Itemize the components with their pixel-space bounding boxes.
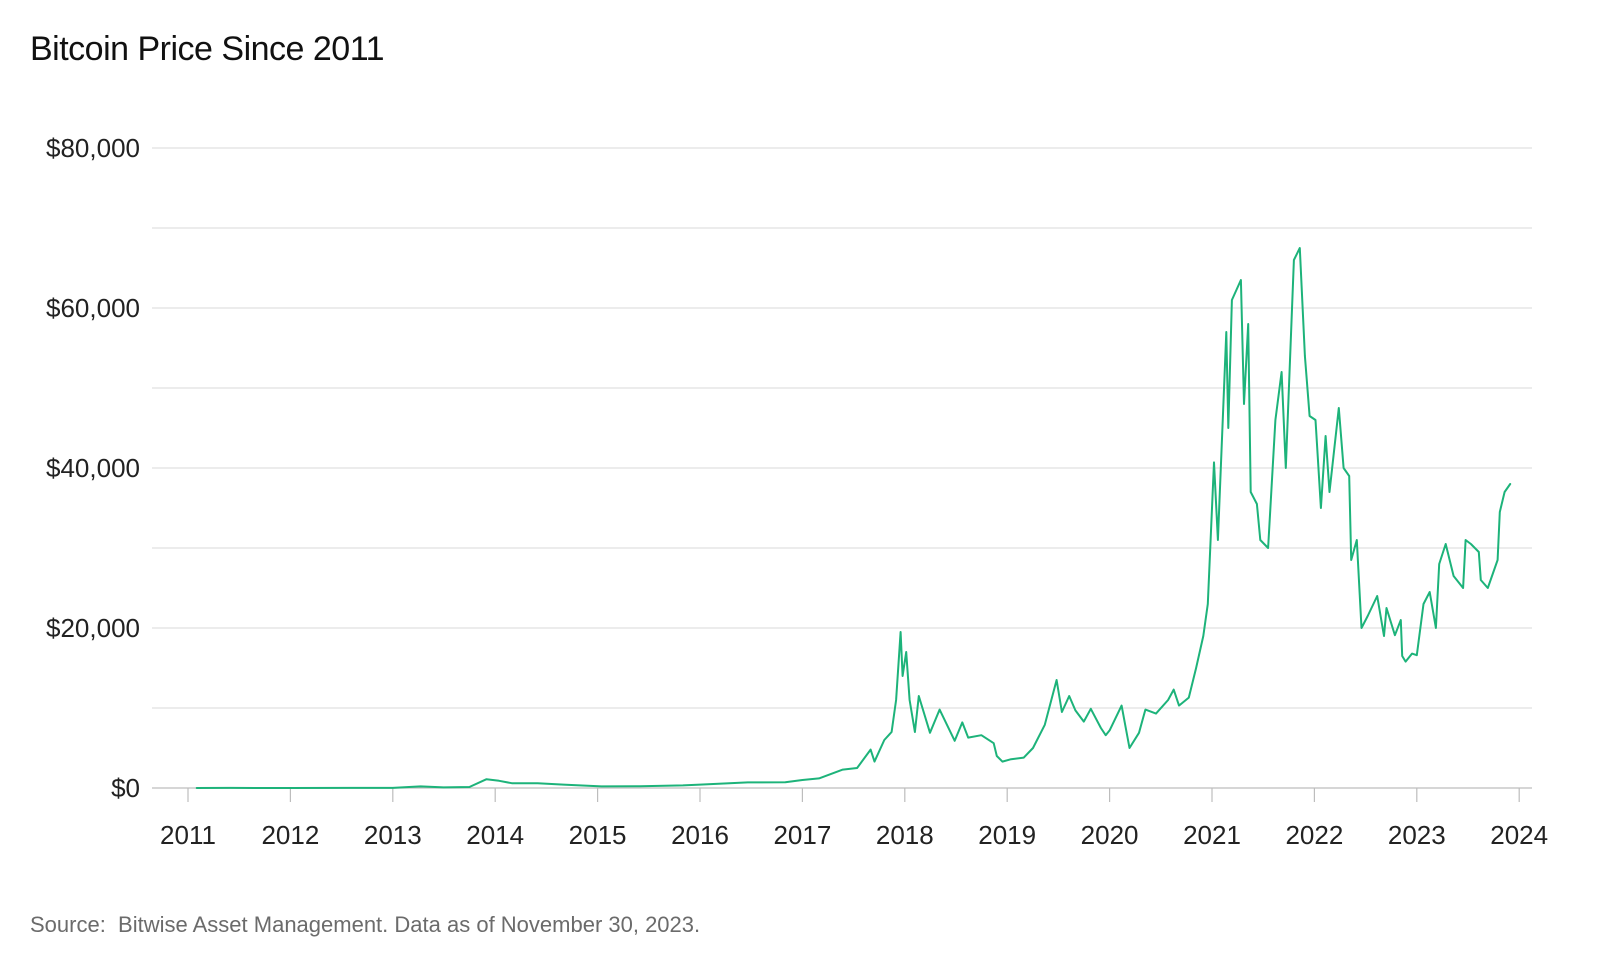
x-tick-label: 2017 <box>773 820 831 850</box>
x-tick-label: 2011 <box>160 820 216 850</box>
chart-title: Bitcoin Price Since 2011 <box>30 30 385 68</box>
y-tick-label: $40,000 <box>46 453 140 483</box>
x-tick-label: 2019 <box>978 820 1036 850</box>
x-tick-label: 2022 <box>1285 820 1343 850</box>
x-tick-label: 2012 <box>261 820 319 850</box>
x-tick-label: 2024 <box>1490 820 1548 850</box>
x-tick-label: 2018 <box>876 820 934 850</box>
y-tick-label: $20,000 <box>46 613 140 643</box>
x-tick-label: 2020 <box>1081 820 1139 850</box>
x-tick-label: 2016 <box>671 820 729 850</box>
x-tick-label: 2014 <box>466 820 524 850</box>
x-tick-label: 2013 <box>364 820 422 850</box>
x-tick-label: 2023 <box>1388 820 1446 850</box>
y-axis-labels: $0 $20,000 $40,000 $60,000 $80,000 <box>46 133 140 803</box>
source-note: Source: Bitwise Asset Management. Data a… <box>30 912 701 937</box>
x-tick-label: 2015 <box>569 820 627 850</box>
price-series-line <box>195 247 1512 789</box>
gridlines <box>152 147 1532 709</box>
series-layer <box>195 247 1512 789</box>
x-axis: 2011 2012 2013 2014 2015 2016 2017 2018 2019 2020… <box>152 787 1548 850</box>
y-tick-label: $0 <box>111 773 140 803</box>
x-tick-label: 2021 <box>1183 820 1241 850</box>
y-tick-label: $60,000 <box>46 293 140 323</box>
y-tick-label: $80,000 <box>46 133 140 163</box>
